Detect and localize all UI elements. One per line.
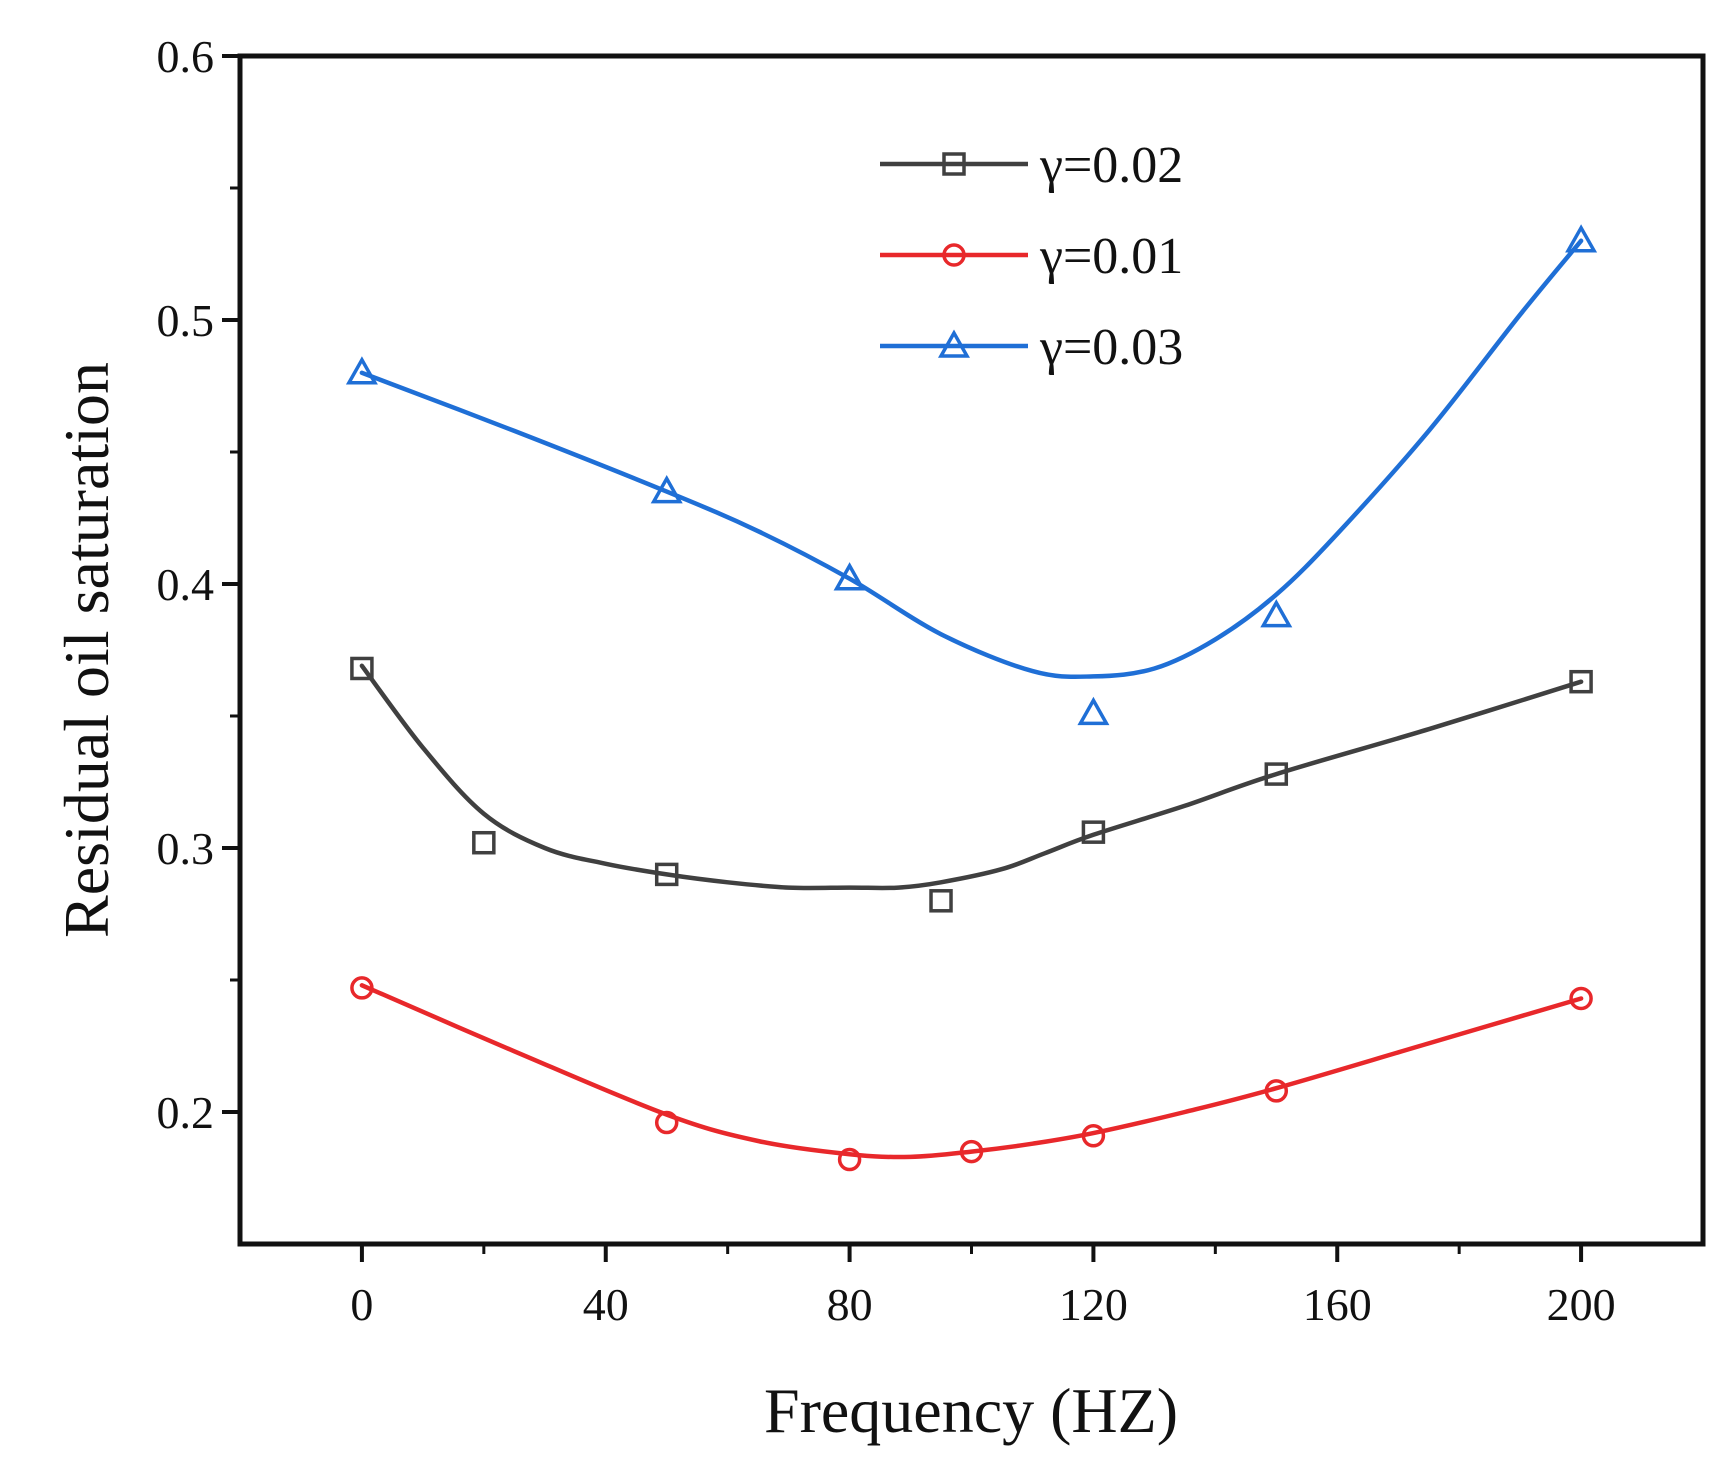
data-point-marker <box>1081 1124 1106 1148</box>
data-point-marker <box>350 656 374 681</box>
data-point-marker <box>959 1139 984 1164</box>
data-point-marker <box>1569 986 1593 1011</box>
x-tick-label: 40 <box>583 1279 629 1330</box>
legend-label: γ=0.01 <box>1039 228 1183 285</box>
x-tick-label: 0 <box>350 1279 373 1330</box>
axis-ticks <box>222 54 1584 1262</box>
legend-entry: γ=0.03 <box>880 319 1183 376</box>
data-point-marker <box>1264 762 1289 786</box>
x-tick-label: 200 <box>1547 1279 1616 1330</box>
data-point-marker <box>654 862 679 887</box>
data-point-marker <box>929 889 953 913</box>
data-point-marker <box>472 830 496 855</box>
fit-curve-line <box>359 238 1584 680</box>
data-point-marker <box>1260 599 1293 628</box>
data-point-marker <box>837 1147 862 1172</box>
legend-label: γ=0.02 <box>1039 137 1183 194</box>
data-point-marker <box>654 1110 679 1135</box>
axis-tick-labels: 0 40 80 120 160 200 0.2 0.3 0.4 0.5 0.6 <box>157 31 1616 1330</box>
data-point-marker <box>1264 1079 1289 1103</box>
y-tick-label: 0.6 <box>157 31 215 82</box>
legend-entry: γ=0.02 <box>880 137 1183 194</box>
data-point-marker <box>1081 820 1106 844</box>
fit-curve-line <box>359 983 1584 1160</box>
x-tick-label: 80 <box>827 1279 873 1330</box>
data-point-marker <box>650 475 683 504</box>
y-tick-label: 0.3 <box>157 823 215 874</box>
y-tick-label: 0.4 <box>157 559 215 610</box>
x-tick-label: 120 <box>1059 1279 1128 1330</box>
data-point-marker <box>1569 669 1593 694</box>
legend-label: γ=0.03 <box>1039 319 1183 376</box>
fit-curve-line <box>359 663 1584 891</box>
data-point-marker <box>833 562 866 591</box>
series-square <box>350 656 1593 913</box>
data-point-marker <box>1077 696 1110 726</box>
y-tick-label: 0.5 <box>157 295 215 346</box>
data-point-marker <box>1565 224 1598 253</box>
series-circle <box>350 976 1593 1172</box>
series-group <box>345 224 1598 1172</box>
legend-marker <box>942 243 966 267</box>
legend-marker <box>942 152 966 176</box>
legend-entry: γ=0.01 <box>880 228 1183 285</box>
data-point-marker <box>345 356 378 385</box>
legend-marker <box>938 329 970 358</box>
data-point-marker <box>350 976 374 1000</box>
x-axis-title: Frequency (HZ) <box>764 1375 1178 1446</box>
y-tick-label: 0.2 <box>157 1087 215 1138</box>
legend: γ=0.02 γ=0.01 γ=0.03 <box>880 137 1183 376</box>
x-tick-label: 160 <box>1303 1279 1372 1330</box>
y-axis-title: Residual oil saturation <box>51 362 122 938</box>
series-triangle <box>345 224 1598 726</box>
